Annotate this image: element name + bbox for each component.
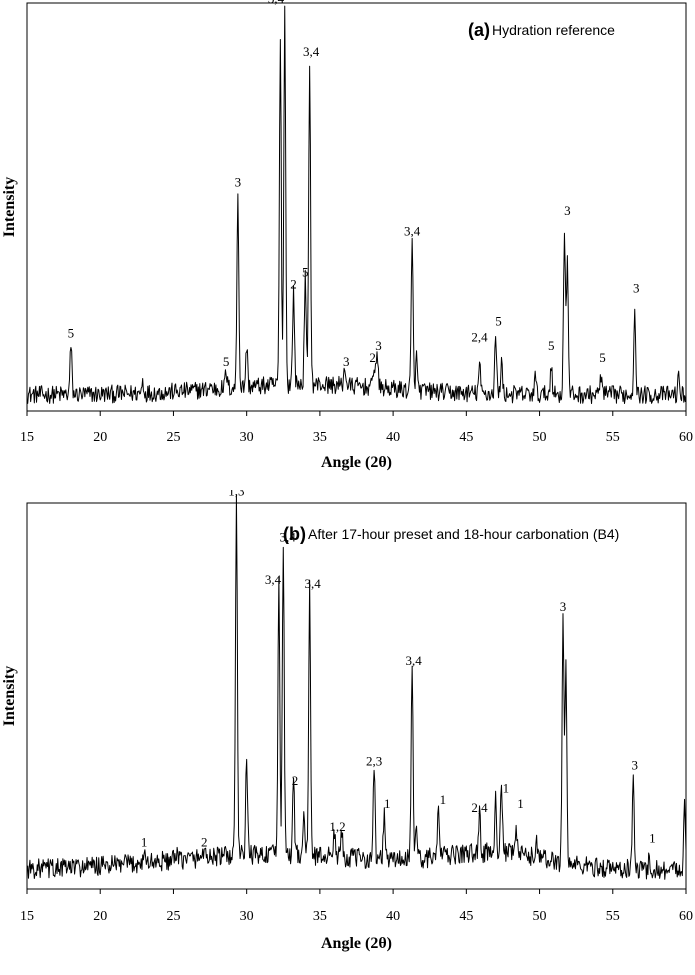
x-tick-label-a-8: 55 (606, 430, 620, 445)
panel-title-b: After 17-hour preset and 18-hour carbona… (308, 526, 619, 542)
peak-label-b-12: 2,4 (471, 800, 488, 815)
peak-label-b-0: 1 (141, 835, 148, 850)
peak-label-a-9: 2 (369, 350, 376, 365)
peak-label-a-0: 5 (68, 326, 75, 341)
x-axis-title-b: Angle (2θ) (321, 935, 392, 952)
xrd-pattern-line-a (26, 5, 687, 405)
peak-label-b-11: 1 (440, 792, 447, 807)
x-tick-label-b-4: 35 (313, 909, 327, 924)
peak-label-b-5: 2 (292, 773, 299, 788)
x-tick-label-a-5: 40 (386, 430, 400, 445)
x-tick-label-a-3: 30 (240, 430, 254, 445)
peak-label-b-13: 1 (503, 781, 510, 796)
peak-label-b-6: 3,4 (304, 576, 321, 591)
peak-label-b-2: 1,3 (228, 490, 244, 498)
x-tick-label-b-0: 15 (20, 909, 34, 924)
peak-label-a-7: 3,4 (303, 44, 320, 59)
x-tick-label-b-1: 20 (93, 909, 107, 924)
peak-label-a-10: 3 (375, 338, 382, 353)
peak-label-b-14: 1 (517, 796, 524, 811)
x-tick-label-b-3: 30 (240, 909, 254, 924)
peak-label-a-16: 5 (599, 350, 606, 365)
peak-label-a-2: 3 (235, 175, 242, 190)
x-tick-label-a-4: 35 (313, 430, 327, 445)
panel-title-a: Hydration reference (492, 22, 615, 38)
peak-label-b-3: 3,4 (265, 572, 282, 587)
y-axis-title-a: Intensity (1, 177, 18, 237)
x-tick-label-a-0: 15 (20, 430, 34, 445)
peak-label-a-8: 3 (343, 354, 350, 369)
peak-label-b-7: 1,2 (329, 819, 345, 834)
xrd-chart-b: 15 20 25 30 35 40 45 50 55 60 Angle (2θ) Intensity 1… (1, 490, 693, 952)
x-tick-label-a-6: 45 (459, 430, 473, 445)
x-tick-label-b-2: 25 (166, 909, 180, 924)
peak-label-b-4: 3,4 (280, 530, 297, 545)
peak-label-b-16: 3 (631, 757, 638, 772)
peak-label-b-9: 1 (384, 796, 391, 811)
x-tick-label-b-6: 45 (459, 909, 473, 924)
y-axis-title-b: Intensity (1, 666, 18, 726)
x-tick-label-a-9: 60 (679, 430, 693, 445)
peak-label-b-17: 1 (649, 831, 656, 846)
peak-label-a-17: 3 (633, 281, 640, 296)
chart-panel-a: 15 20 25 30 35 40 45 50 55 60 Angle (2θ) Intensity 5… (0, 0, 695, 480)
peak-label-a-14: 5 (548, 338, 555, 353)
x-tick-label-b-7: 50 (533, 909, 547, 924)
x-tick-label-a-7: 50 (533, 430, 547, 445)
peak-label-a-6: 5 (302, 264, 309, 279)
x-tick-label-b-5: 40 (386, 909, 400, 924)
peak-label-a-3: 3,4 (268, 0, 285, 6)
panel-tag-b: (b) (283, 524, 306, 544)
xrd-pattern-line-b (26, 494, 687, 880)
peak-label-a-13: 5 (495, 313, 502, 328)
x-tick-label-a-1: 20 (93, 430, 107, 445)
x-axis-title-a: Angle (2θ) (321, 454, 392, 471)
chart-panel-b: 15 20 25 30 35 40 45 50 55 60 Angle (2θ) Intensity 1… (0, 490, 695, 975)
peak-label-a-5: 2 (290, 277, 297, 292)
peak-label-b-1: 2 (201, 835, 208, 850)
plot-frame-b (26, 502, 687, 890)
peak-label-a-11: 3,4 (404, 224, 421, 239)
x-tick-label-b-8: 55 (606, 909, 620, 924)
panel-tag-a: (a) (468, 20, 490, 40)
x-tick-label-a-2: 25 (166, 430, 180, 445)
peak-label-a-1: 5 (223, 354, 230, 369)
peak-label-a-12: 2,4 (471, 330, 488, 345)
peak-label-b-8: 2,3 (366, 753, 382, 768)
peak-label-a-15: 3 (564, 203, 571, 218)
plot-frame-a (26, 2, 687, 412)
peak-label-b-15: 3 (560, 599, 567, 614)
x-tick-label-b-9: 60 (679, 909, 693, 924)
peak-label-b-10: 3,4 (405, 653, 422, 668)
